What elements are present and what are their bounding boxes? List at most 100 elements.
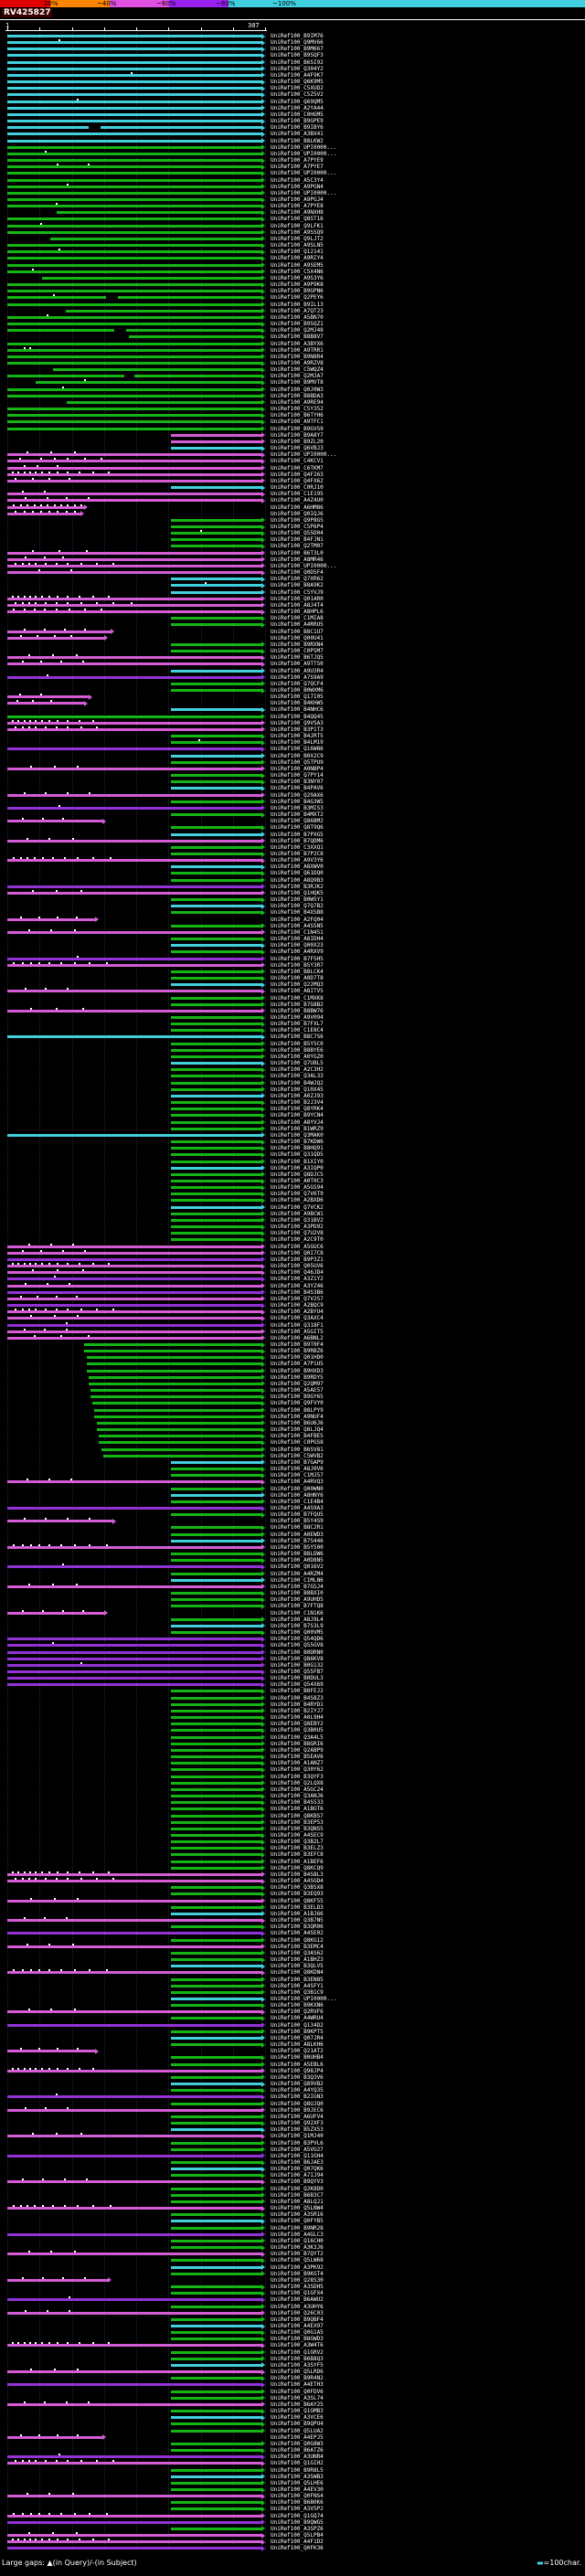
hit-bar[interactable] <box>7 2520 261 2524</box>
hit-bar[interactable] <box>170 741 261 745</box>
hit-bar[interactable] <box>7 930 261 934</box>
hit-bar[interactable] <box>170 2246 261 2250</box>
hit-bar[interactable] <box>170 669 261 673</box>
hit-bar[interactable] <box>7 100 261 103</box>
hit-bar[interactable] <box>7 1919 261 1923</box>
hit-bar[interactable] <box>89 1382 261 1385</box>
hit-bar[interactable] <box>170 2168 261 2171</box>
hit-bar[interactable] <box>7 1971 261 1975</box>
hit-bar[interactable] <box>170 545 261 548</box>
hit-bar[interactable] <box>7 747 261 751</box>
hit-bar[interactable] <box>7 178 261 182</box>
hit-bar[interactable] <box>170 2396 261 2400</box>
hit-bar[interactable] <box>7 323 261 326</box>
hit-bar[interactable] <box>170 2410 261 2413</box>
hit-bar[interactable] <box>7 362 261 365</box>
hit-bar[interactable] <box>170 1605 261 1608</box>
hit-bar[interactable] <box>170 905 261 908</box>
hit-bar[interactable] <box>170 1068 261 1072</box>
hit-bar[interactable] <box>170 1016 261 1019</box>
hit-bar[interactable] <box>7 499 261 503</box>
hit-bar[interactable] <box>170 2475 261 2478</box>
hit-bar[interactable] <box>170 2507 261 2511</box>
hit-bar[interactable] <box>101 1447 261 1451</box>
hit-bar[interactable] <box>170 1218 261 1222</box>
hit-bar[interactable] <box>170 1023 261 1026</box>
hit-bar[interactable] <box>7 2050 96 2053</box>
hit-bar[interactable] <box>7 290 261 293</box>
hit-bar[interactable] <box>7 460 261 463</box>
hit-bar[interactable] <box>170 938 261 941</box>
hit-bar[interactable] <box>7 1480 261 1484</box>
hit-bar[interactable] <box>92 1402 261 1405</box>
hit-bar[interactable] <box>7 2298 261 2302</box>
hit-bar[interactable] <box>7 1009 261 1012</box>
hit-bar[interactable] <box>170 1539 261 1542</box>
hit-bar[interactable] <box>7 963 261 967</box>
hit-bar[interactable] <box>170 1193 261 1196</box>
hit-bar[interactable] <box>170 1977 261 1981</box>
hit-bar[interactable] <box>7 820 102 823</box>
hit-bar[interactable] <box>170 2089 261 2093</box>
hit-bar[interactable] <box>7 329 261 333</box>
hit-bar[interactable] <box>7 1330 261 1333</box>
hit-bar[interactable] <box>170 1042 261 1045</box>
hit-bar[interactable] <box>170 2449 261 2453</box>
hit-bar[interactable] <box>7 2402 261 2406</box>
hit-bar[interactable] <box>7 112 261 116</box>
hit-bar[interactable] <box>170 1847 261 1850</box>
hit-bar[interactable] <box>170 1853 261 1857</box>
hit-bar[interactable] <box>170 813 261 817</box>
hit-bar[interactable] <box>170 590 261 594</box>
hit-bar[interactable] <box>170 1578 261 1582</box>
hit-bar[interactable] <box>170 2030 261 2033</box>
hit-bar[interactable] <box>7 806 261 810</box>
hit-bar[interactable] <box>170 1925 261 1929</box>
hit-bar[interactable] <box>170 2043 261 2047</box>
hit-bar[interactable] <box>7 564 261 567</box>
hit-bar[interactable] <box>7 715 261 718</box>
hit-bar[interactable] <box>7 2534 261 2538</box>
hit-bar[interactable] <box>7 2383 261 2387</box>
hit-bar[interactable] <box>7 551 261 555</box>
hit-bar[interactable] <box>170 1742 261 1745</box>
hit-bar[interactable] <box>170 1775 261 1778</box>
hit-bar[interactable] <box>170 1526 261 1530</box>
hit-bar[interactable] <box>170 2390 261 2393</box>
hit-bar[interactable] <box>7 1638 261 1641</box>
hit-bar[interactable] <box>170 1094 261 1097</box>
hit-bar[interactable] <box>7 1133 261 1137</box>
hit-bar[interactable] <box>170 970 261 973</box>
hit-bar[interactable] <box>7 1520 112 1523</box>
hit-bar[interactable] <box>99 1435 261 1438</box>
hit-bar[interactable] <box>7 54 261 58</box>
hit-bar[interactable] <box>7 1271 261 1275</box>
hit-bar[interactable] <box>7 387 261 391</box>
hit-bar[interactable] <box>170 532 261 535</box>
hit-bar[interactable] <box>7 2278 109 2282</box>
hit-bar[interactable] <box>170 486 261 490</box>
hit-bar[interactable] <box>170 1153 261 1157</box>
hit-bar[interactable] <box>170 1951 261 1955</box>
hit-bar[interactable] <box>7 244 261 248</box>
hit-bar[interactable] <box>7 721 261 725</box>
hit-bar[interactable] <box>170 800 261 803</box>
hit-bar[interactable] <box>170 2141 261 2145</box>
hit-bar[interactable] <box>7 250 261 254</box>
hit-bar[interactable] <box>7 2135 261 2138</box>
hit-bar[interactable] <box>170 2416 261 2420</box>
hit-bar[interactable] <box>170 1892 261 1896</box>
hit-bar[interactable] <box>57 211 261 215</box>
hit-bar[interactable] <box>170 735 261 738</box>
hit-bar[interactable] <box>52 368 261 372</box>
hit-bar[interactable] <box>7 1317 261 1320</box>
hit-bar[interactable] <box>170 447 261 451</box>
hit-bar[interactable] <box>170 2187 261 2190</box>
hit-bar[interactable] <box>170 845 261 849</box>
hit-bar[interactable] <box>7 414 261 418</box>
hit-bar[interactable] <box>170 1101 261 1105</box>
hit-bar[interactable] <box>7 120 261 123</box>
hit-bar[interactable] <box>170 2488 261 2491</box>
hit-bar[interactable] <box>170 1814 261 1818</box>
hit-bar[interactable] <box>170 1048 261 1052</box>
